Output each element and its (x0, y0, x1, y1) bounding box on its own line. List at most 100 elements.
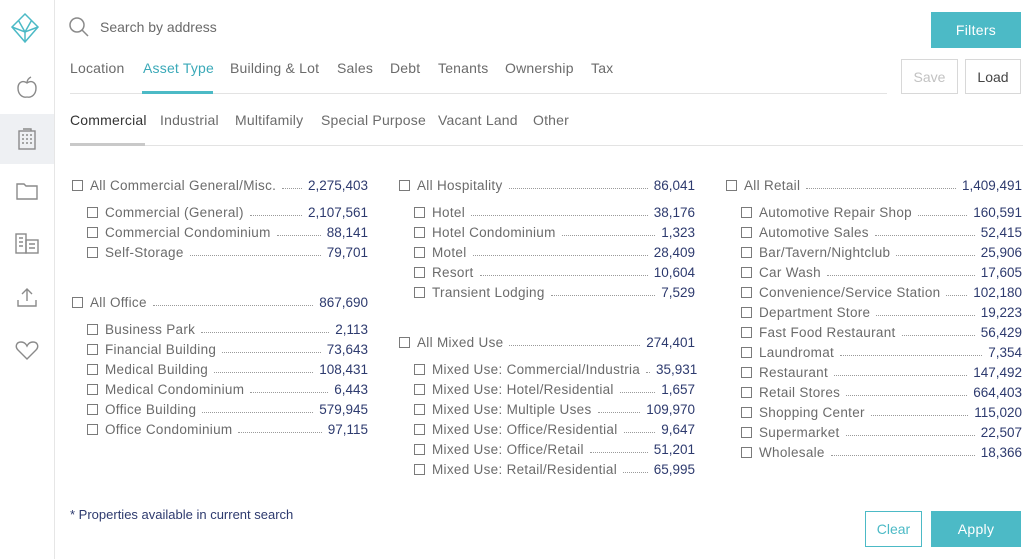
checkbox[interactable] (72, 296, 83, 308)
list-item[interactable]: Automotive Sales 52,415 (741, 222, 1022, 242)
heart-icon[interactable] (0, 325, 54, 375)
logo-icon[interactable] (9, 12, 41, 44)
checkbox[interactable] (87, 403, 98, 415)
buildings-icon[interactable] (0, 218, 54, 268)
checkbox[interactable] (72, 179, 83, 191)
group-row[interactable]: All Office 867,690 (72, 292, 368, 312)
checkbox[interactable] (414, 403, 425, 415)
subtab-multifamily[interactable]: Multifamily (235, 112, 304, 128)
apple-icon[interactable] (0, 63, 54, 113)
list-item[interactable]: Office Condominium 97,115 (87, 419, 368, 439)
checkbox[interactable] (414, 226, 425, 238)
checkbox[interactable] (414, 423, 425, 435)
checkbox[interactable] (87, 343, 98, 355)
upload-icon[interactable] (0, 272, 54, 322)
list-item[interactable]: Transient Lodging 7,529 (414, 282, 695, 302)
checkbox[interactable] (399, 336, 410, 348)
list-item[interactable]: Mixed Use: Office/Residential 9,647 (414, 419, 695, 439)
checkbox[interactable] (741, 446, 752, 458)
list-item[interactable]: Bar/Tavern/Nightclub 25,906 (741, 242, 1022, 262)
search-input[interactable] (100, 19, 520, 35)
list-item[interactable]: Mixed Use: Multiple Uses 109,970 (414, 399, 695, 419)
subtab-special-purpose[interactable]: Special Purpose (321, 112, 426, 128)
list-item[interactable]: Commercial Condominium 88,141 (87, 222, 368, 242)
checkbox[interactable] (741, 306, 752, 318)
subtab-other[interactable]: Other (533, 112, 570, 128)
checkbox[interactable] (414, 286, 425, 298)
list-item[interactable]: Mixed Use: Retail/Residential 65,995 (414, 459, 695, 479)
group-row[interactable]: All Mixed Use 274,401 (399, 332, 695, 352)
subtab-industrial[interactable]: Industrial (160, 112, 219, 128)
checkbox[interactable] (741, 246, 752, 258)
list-item[interactable]: Medical Building 108,431 (87, 359, 368, 379)
list-item[interactable]: Car Wash 17,605 (741, 262, 1022, 282)
checkbox[interactable] (399, 179, 410, 191)
checkbox[interactable] (741, 326, 752, 338)
tab-tax[interactable]: Tax (591, 60, 614, 76)
list-item[interactable]: Office Building 579,945 (87, 399, 368, 419)
checkbox[interactable] (414, 363, 425, 375)
checkbox[interactable] (741, 426, 752, 438)
list-item[interactable]: Financial Building 73,643 (87, 339, 368, 359)
checkbox[interactable] (87, 363, 98, 375)
list-item[interactable]: Self-Storage 79,701 (87, 242, 368, 262)
group-row[interactable]: All Hospitality 86,041 (399, 175, 695, 195)
load-button[interactable]: Load (965, 59, 1021, 94)
apply-button[interactable]: Apply (931, 511, 1021, 547)
checkbox[interactable] (741, 286, 752, 298)
list-item[interactable]: Mixed Use: Commercial/Industrial 35,931 (414, 359, 697, 379)
checkbox[interactable] (741, 346, 752, 358)
tab-sales[interactable]: Sales (337, 60, 374, 76)
checkbox[interactable] (741, 406, 752, 418)
checkbox[interactable] (741, 206, 752, 218)
checkbox[interactable] (726, 179, 737, 191)
list-item[interactable]: Hotel 38,176 (414, 202, 695, 222)
checkbox[interactable] (414, 383, 425, 395)
list-item[interactable]: Wholesale 18,366 (741, 442, 1022, 462)
checkbox[interactable] (87, 383, 98, 395)
list-item[interactable]: Resort 10,604 (414, 262, 695, 282)
list-item[interactable]: Automotive Repair Shop 160,591 (741, 202, 1022, 222)
checkbox[interactable] (741, 366, 752, 378)
tab-building-lot[interactable]: Building & Lot (230, 60, 320, 76)
list-item[interactable]: Motel 28,409 (414, 242, 695, 262)
list-item[interactable]: Supermarket 22,507 (741, 422, 1022, 442)
folder-icon[interactable] (0, 166, 54, 216)
list-item[interactable]: Laundromat 7,354 (741, 342, 1022, 362)
list-item[interactable]: Hotel Condominium 1,323 (414, 222, 695, 242)
checkbox[interactable] (87, 246, 98, 258)
subtab-vacant-land[interactable]: Vacant Land (438, 112, 518, 128)
clear-button[interactable]: Clear (865, 511, 922, 547)
list-item[interactable]: Business Park 2,113 (87, 319, 368, 339)
tab-location[interactable]: Location (70, 60, 125, 76)
checkbox[interactable] (87, 323, 98, 335)
list-item[interactable]: Fast Food Restaurant 56,429 (741, 322, 1022, 342)
tab-asset-type[interactable]: Asset Type (143, 60, 215, 76)
checkbox[interactable] (414, 266, 425, 278)
checkbox[interactable] (414, 246, 425, 258)
checkbox[interactable] (87, 226, 98, 238)
list-item[interactable]: Retail Stores 664,403 (741, 382, 1022, 402)
list-item[interactable]: Restaurant 147,492 (741, 362, 1022, 382)
tab-ownership[interactable]: Ownership (505, 60, 574, 76)
checkbox[interactable] (414, 206, 425, 218)
list-item[interactable]: Mixed Use: Hotel/Residential 1,657 (414, 379, 695, 399)
building-icon[interactable] (0, 114, 54, 164)
list-item[interactable]: Convenience/Service Station 102,180 (741, 282, 1022, 302)
checkbox[interactable] (741, 266, 752, 278)
list-item[interactable]: Shopping Center 115,020 (741, 402, 1022, 422)
checkbox[interactable] (741, 226, 752, 238)
tab-debt[interactable]: Debt (390, 60, 421, 76)
group-row[interactable]: All Retail 1,409,491 (726, 175, 1022, 195)
save-button[interactable]: Save (901, 59, 958, 94)
group-row[interactable]: All Commercial General/Misc. 2,275,403 (72, 175, 368, 195)
checkbox[interactable] (414, 463, 425, 475)
filters-button[interactable]: Filters (931, 12, 1021, 48)
list-item[interactable]: Commercial (General) 2,107,561 (87, 202, 368, 222)
search-icon[interactable] (68, 16, 90, 38)
checkbox[interactable] (414, 443, 425, 455)
list-item[interactable]: Department Store 19,223 (741, 302, 1022, 322)
checkbox[interactable] (741, 386, 752, 398)
tab-tenants[interactable]: Tenants (438, 60, 489, 76)
list-item[interactable]: Medical Condominium 6,443 (87, 379, 368, 399)
